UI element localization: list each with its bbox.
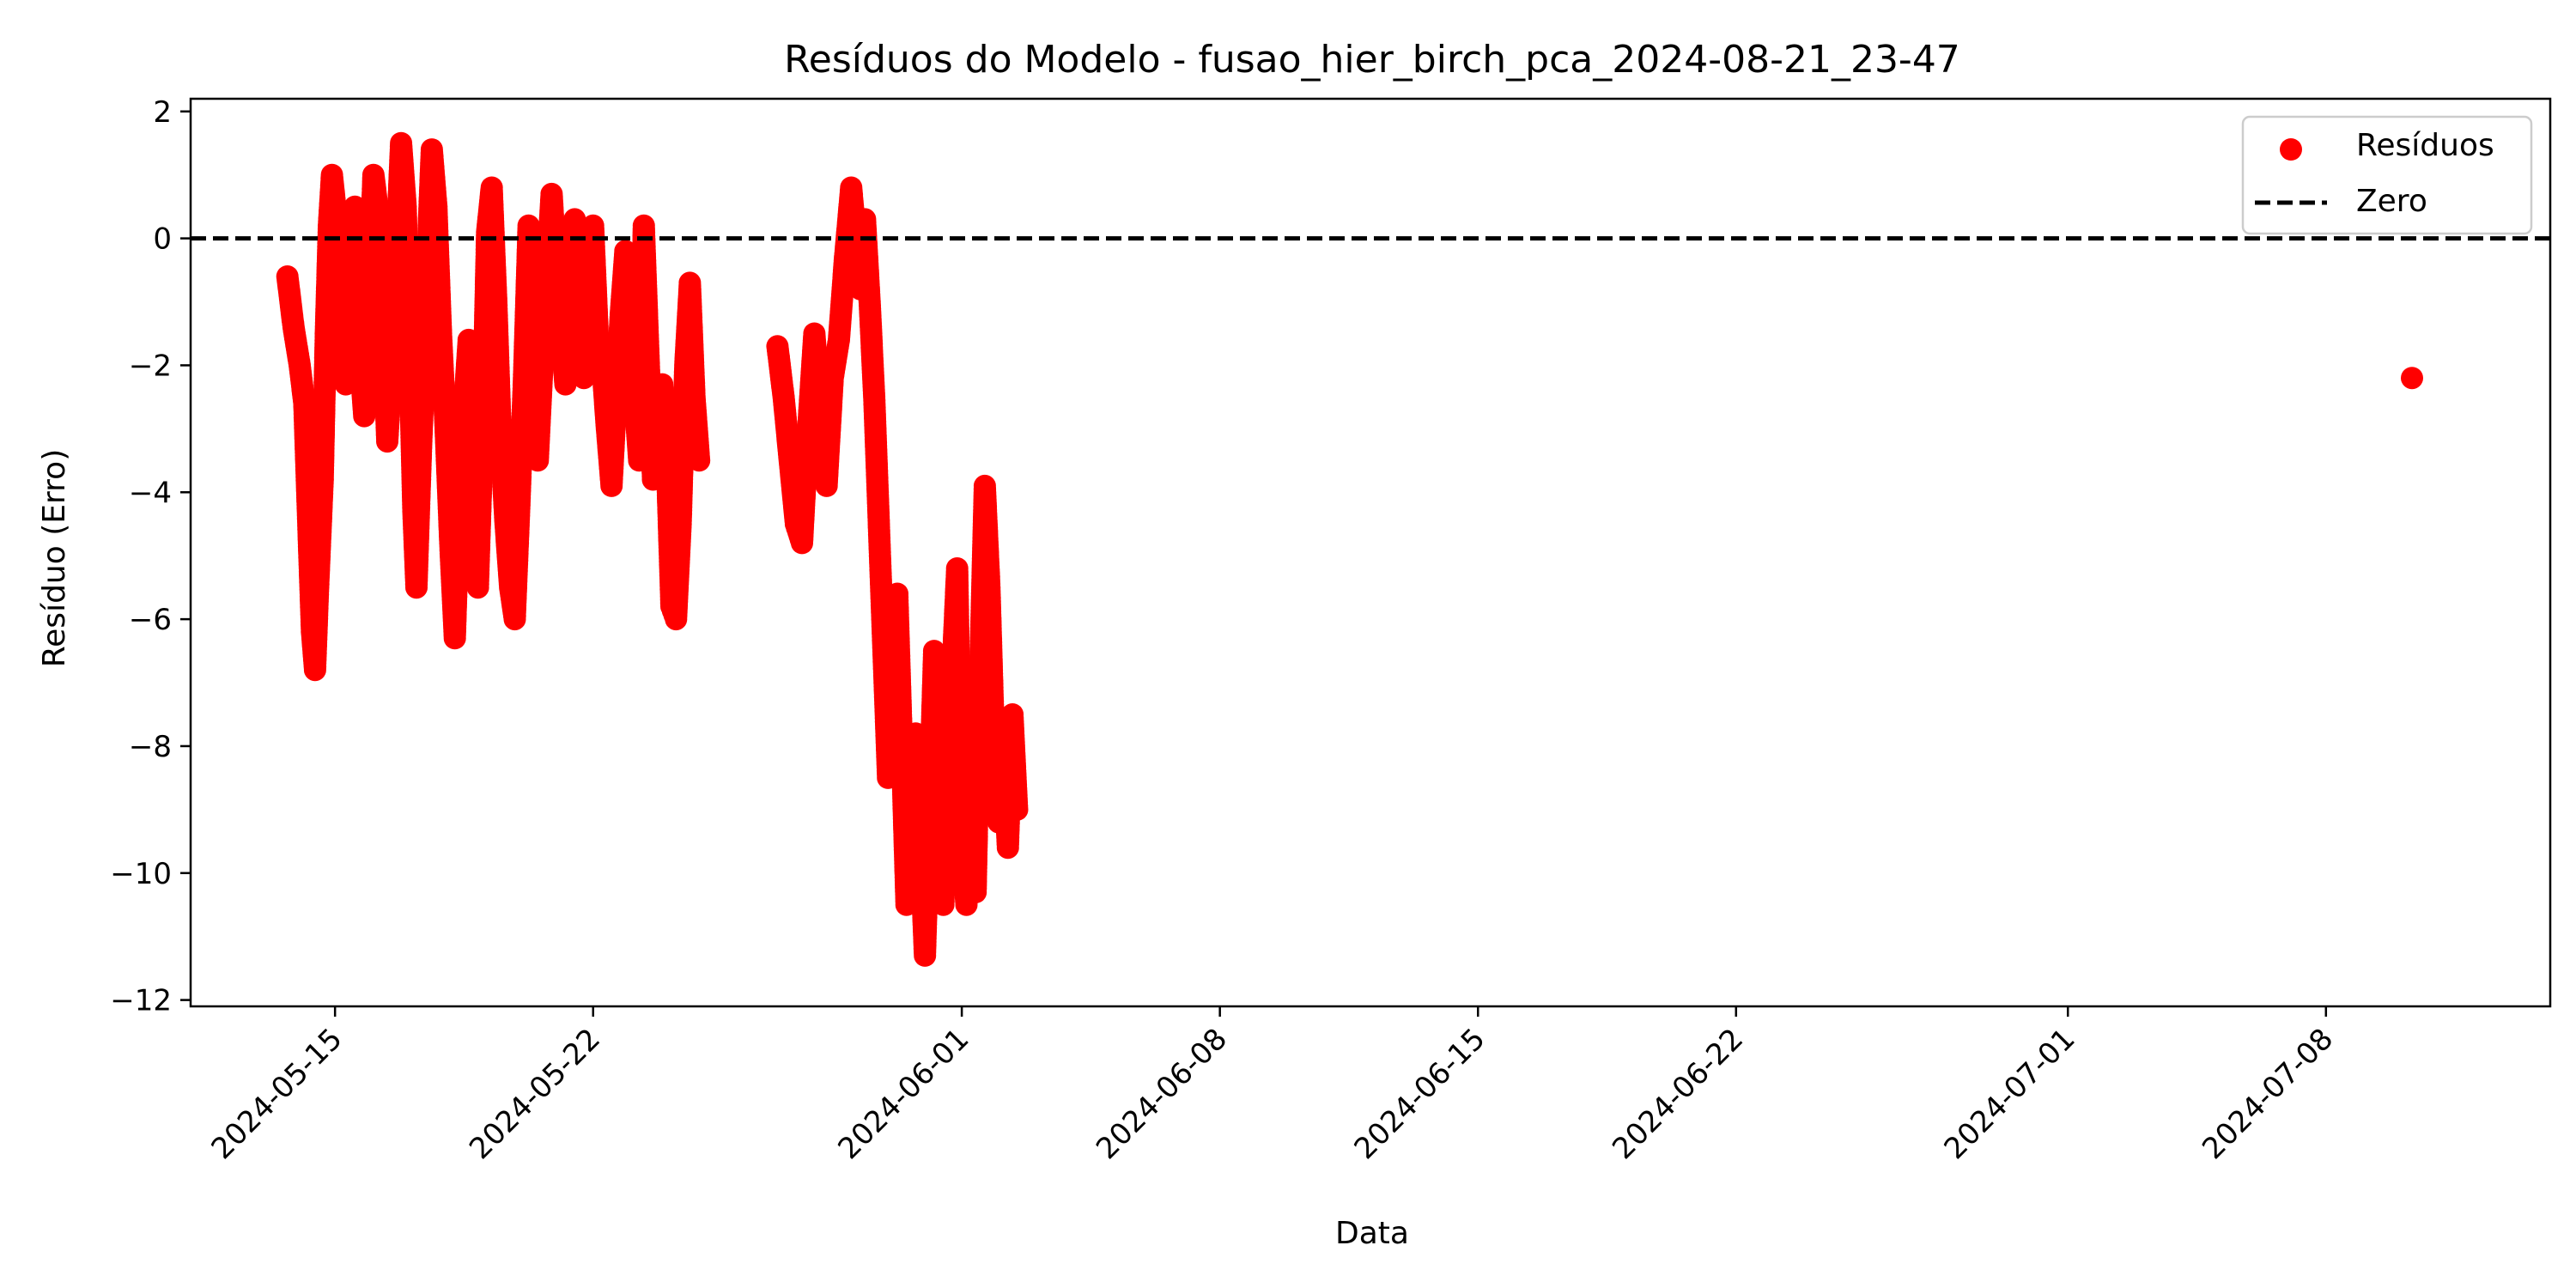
y-axis-label: Resíduo (Erro)	[37, 449, 72, 667]
y-tick-label: −12	[110, 984, 172, 1018]
y-tick-label: −2	[129, 349, 172, 383]
y-tick-label: −6	[129, 603, 172, 637]
residual-point-2473	[688, 449, 711, 472]
y-tick-label: −8	[129, 730, 172, 764]
y-axis-ticks: 2 0 −2 −4 −6 −8 −10 −12	[110, 95, 191, 1018]
legend-marker-residuos	[2280, 138, 2302, 161]
residual-point-3972	[2401, 367, 2423, 390]
legend-label-residuos: Resíduos	[2356, 128, 2494, 163]
plot-area-frame	[189, 97, 2552, 1008]
residual-point-3971	[1005, 798, 1029, 821]
chart-title: Resíduos do Modelo - fusao_hier_birch_pc…	[784, 38, 1960, 82]
legend: Resíduos Zero	[2241, 115, 2533, 235]
x-axis-label: Data	[1335, 1216, 1409, 1251]
y-tick-label: 2	[153, 95, 172, 130]
scatter-points	[276, 131, 2423, 967]
y-tick-label: −10	[110, 857, 172, 891]
legend-label-zero: Zero	[2356, 184, 2427, 219]
y-tick-label: −4	[129, 476, 172, 510]
y-tick-label: 0	[153, 222, 172, 257]
